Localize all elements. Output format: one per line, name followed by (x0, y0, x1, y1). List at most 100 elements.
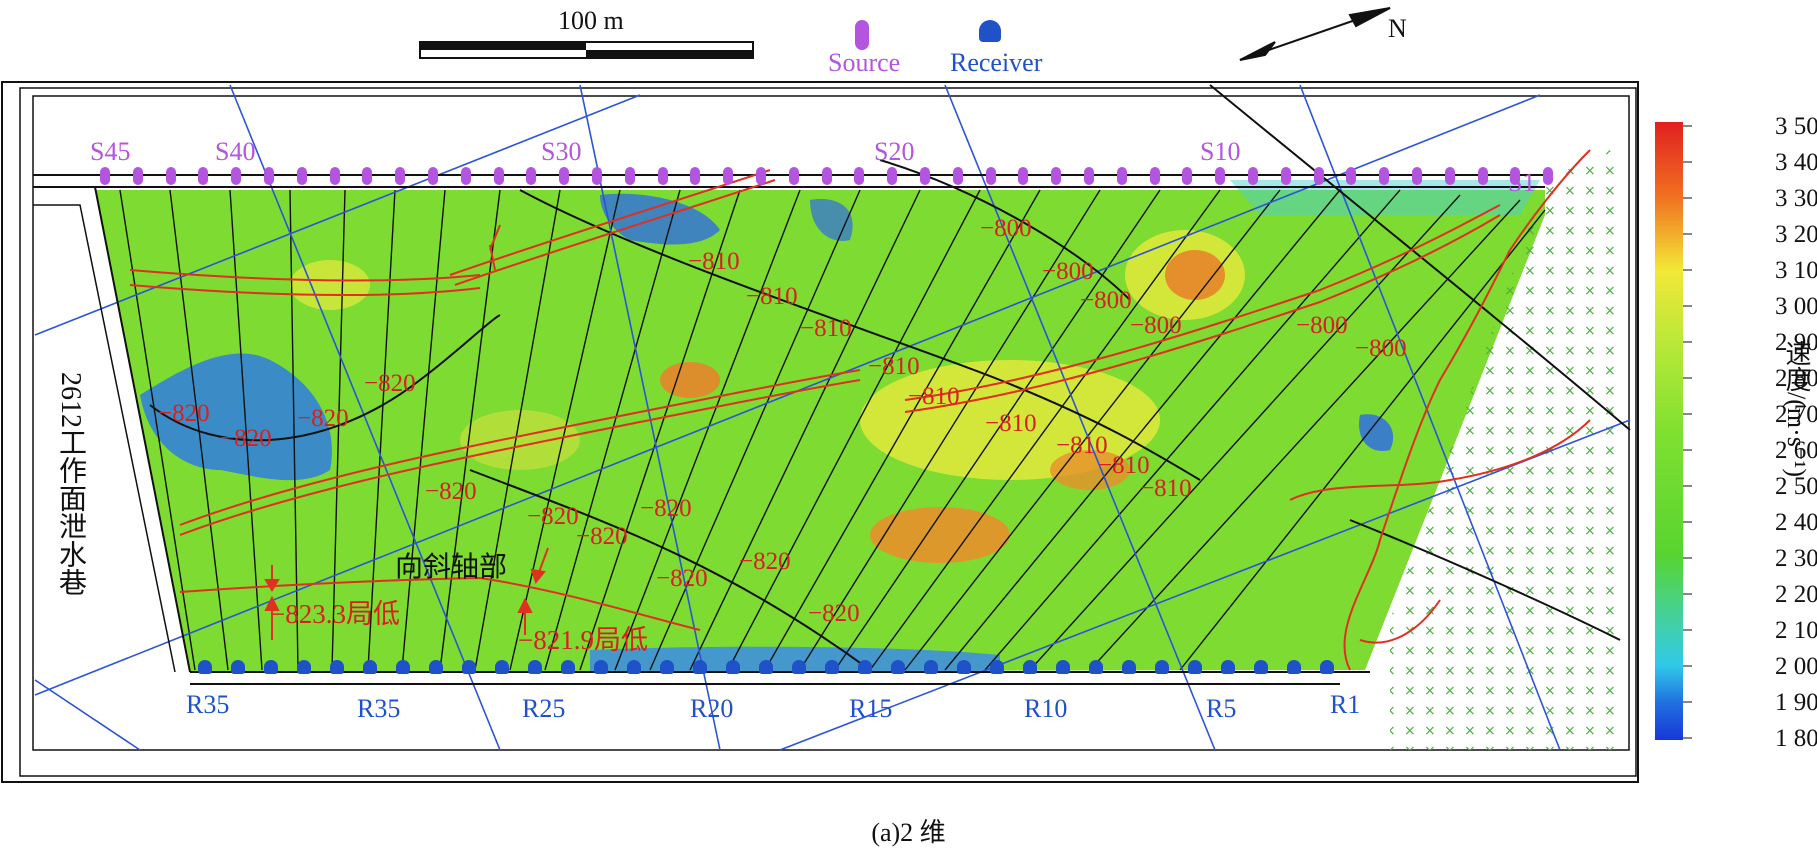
receiver-label: R5 (1206, 694, 1237, 723)
receiver-marker (297, 660, 311, 674)
contour-label: −820 (220, 425, 272, 452)
contour-label: −820 (527, 503, 579, 530)
contour-label: −800 (1080, 287, 1132, 314)
source-marker (1084, 167, 1094, 185)
contour-label: −800 (1296, 312, 1348, 339)
receiver-marker (1122, 660, 1136, 674)
scale-bar-label: 100 m (558, 6, 624, 35)
receiver-label: R1 (1330, 690, 1361, 719)
contour-label: −820 (656, 565, 708, 592)
receiver-marker (495, 660, 509, 674)
receiver-marker (396, 660, 410, 674)
receiver-marker (1089, 660, 1103, 674)
receiver-marker (363, 660, 377, 674)
contour-label: −820 (297, 405, 349, 432)
receiver-marker (1221, 660, 1235, 674)
receiver-legend-icon (979, 20, 1001, 42)
source-marker (756, 167, 766, 185)
source-marker (821, 167, 832, 185)
colorbar-tick-label: 2 600 (1775, 437, 1817, 464)
receiver-marker (231, 660, 245, 674)
colorbar-tick-label: 3 000 (1775, 293, 1817, 320)
local-low-label: −821.9局低 (518, 625, 648, 655)
colorbar-tick-label: 2 400 (1775, 509, 1817, 536)
source-marker (165, 167, 176, 185)
colorbar-tick-label: 3 100 (1775, 257, 1817, 284)
contour-label: −800 (1355, 335, 1407, 362)
source-marker (887, 167, 898, 185)
source-marker (854, 167, 865, 185)
colorbar-tick-label: 3 300 (1775, 185, 1817, 212)
source-marker (1412, 167, 1422, 185)
contour-label: −810 (746, 283, 798, 310)
receiver-label: R15 (849, 694, 893, 723)
colorbar-tick-label: 2 000 (1775, 653, 1817, 680)
source-marker (952, 167, 963, 185)
source-marker (690, 167, 701, 185)
receiver-marker (924, 660, 938, 674)
contour-label: −820 (576, 523, 628, 550)
contour-label: −820 (364, 370, 416, 397)
source-marker (231, 167, 242, 185)
contour-label: −800 (1042, 258, 1094, 285)
contour-label: −820 (425, 478, 477, 505)
receiver-label: R35 (186, 690, 230, 719)
receiver-marker (660, 660, 674, 674)
source-marker (1477, 167, 1488, 185)
contour-label: −810 (985, 410, 1037, 437)
source-marker (1280, 167, 1291, 185)
colorbar-tick-label: 2 700 (1775, 401, 1817, 428)
receiver-marker (1287, 660, 1301, 674)
source-marker (1149, 167, 1160, 185)
contour-label: −800 (980, 215, 1032, 242)
source-marker (1182, 167, 1193, 185)
source-label: S40 (215, 137, 256, 166)
source-marker (1051, 167, 1062, 185)
colorbar-tick-label: 2 800 (1775, 365, 1817, 392)
source-marker (1313, 167, 1324, 185)
source-marker (1379, 167, 1390, 185)
receiver-marker (1254, 660, 1268, 674)
contour-label: −820 (808, 600, 860, 627)
receiver-label: R25 (522, 694, 566, 723)
source-marker (296, 167, 307, 185)
colorbar-title: 速度/(m·s⁻¹) (1782, 340, 1811, 478)
source-marker (920, 167, 930, 185)
source-marker (1215, 167, 1226, 185)
source-marker (1543, 167, 1554, 185)
contour-label: −810 (1140, 475, 1192, 502)
receiver-marker (429, 660, 443, 674)
receiver-marker (561, 660, 575, 674)
colorbar-tick-label: 1 800 (1775, 725, 1817, 752)
source-marker (362, 167, 373, 185)
receiver-label: R35 (357, 694, 401, 723)
receiver-label: R20 (690, 694, 734, 723)
contour-label: −810 (1056, 432, 1108, 459)
receiver-marker (528, 660, 542, 674)
receiver-label: R10 (1024, 694, 1068, 723)
source-marker (985, 167, 996, 185)
source-legend-icon (855, 20, 869, 50)
receiver-marker (825, 660, 839, 674)
receiver-marker (1023, 660, 1037, 674)
source-marker (526, 167, 537, 185)
contour-label: −820 (739, 548, 791, 575)
source-label: S1 (1508, 168, 1536, 197)
source-marker (428, 167, 438, 185)
source-marker (1248, 167, 1258, 185)
contour-label: −810 (800, 315, 852, 342)
source-label: S30 (541, 137, 582, 166)
source-marker (788, 167, 799, 185)
receiver-marker (198, 660, 212, 674)
colorbar-tick-label: 2 200 (1775, 581, 1817, 608)
receiver-marker (1320, 660, 1334, 674)
source-marker (559, 167, 570, 185)
low-velocity-zone (140, 353, 332, 481)
colorbar-gradient (1655, 122, 1683, 740)
local-low-label: −823.3局低 (270, 599, 400, 629)
receiver-marker (594, 660, 608, 674)
colorbar-tick-label: 3 200 (1775, 221, 1817, 248)
source-marker (592, 167, 602, 185)
source-marker (198, 167, 209, 185)
source-marker (1018, 167, 1029, 185)
